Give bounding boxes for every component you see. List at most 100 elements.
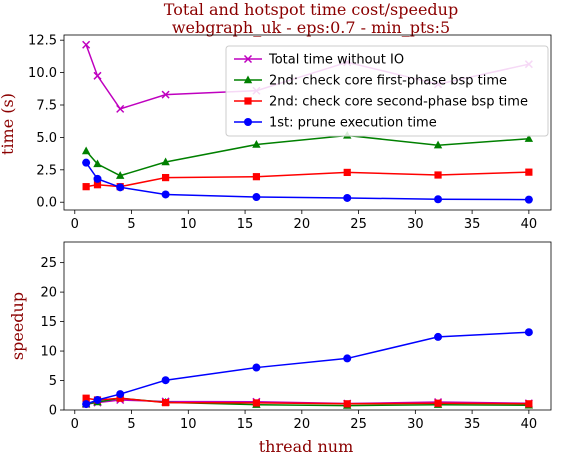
plot-frame <box>63 34 552 211</box>
y-tick-label: 20 <box>40 286 57 301</box>
legend-entry-2nd-check-core-second-phase-bsp-time: 2nd: check core second-phase bsp time <box>234 95 528 110</box>
data-point <box>116 183 125 192</box>
chart-title: Total and hotspot time cost/speedup <box>164 0 458 19</box>
data-point <box>161 190 170 199</box>
data-point <box>81 146 91 155</box>
x-tick-label: 15 <box>237 217 254 232</box>
legend-entry-total-time-without-io: Total time without IO <box>234 53 404 68</box>
data-point <box>116 104 125 113</box>
data-point <box>343 193 352 202</box>
data-point <box>434 399 442 407</box>
y-tick-label: 12.5 <box>28 34 57 49</box>
data-point <box>93 174 102 183</box>
speedup-y-axis-label: speedup <box>8 292 27 360</box>
data-point <box>161 376 170 385</box>
data-point <box>93 159 102 168</box>
data-point <box>524 195 533 204</box>
data-point <box>252 399 261 407</box>
data-point <box>525 400 533 408</box>
data-point <box>162 399 170 407</box>
data-point <box>343 400 351 408</box>
legend-label: 1st: prune execution time <box>269 116 437 131</box>
x-tick-label: 15 <box>237 417 254 432</box>
data-point <box>343 354 352 363</box>
x-tick-label: 35 <box>464 417 481 432</box>
legend-label: 2nd: check core second-phase bsp time <box>269 95 528 110</box>
y-tick-label: 10.0 <box>28 66 57 81</box>
y-tick-label: 0 <box>49 404 57 419</box>
data-point <box>93 71 102 80</box>
legend-entry-1st-prune-execution-time: 1st: prune execution time <box>234 116 437 131</box>
y-tick-label: 7.5 <box>36 99 57 114</box>
x-tick-label: 20 <box>294 417 311 432</box>
x-tick-label: 10 <box>180 217 197 232</box>
legend-label: Total time without IO <box>268 53 404 68</box>
series-2nd-check-core-first-phase-bsp-time <box>81 130 534 179</box>
x-tick-label: 35 <box>464 217 481 232</box>
data-point <box>434 195 443 204</box>
data-point <box>115 171 125 179</box>
series-line <box>85 331 529 405</box>
plot-frame <box>63 241 552 411</box>
x-tick-label: 40 <box>521 417 538 432</box>
x-tick-label: 0 <box>71 217 79 232</box>
y-tick-label: 10 <box>40 345 57 360</box>
series-1st-prune-execution-time <box>82 328 533 409</box>
data-point <box>116 390 125 399</box>
legend: Total time without IO 2nd: check core fir… <box>225 45 549 137</box>
data-point <box>433 140 443 149</box>
series-1st-prune-execution-time <box>82 158 533 204</box>
series-line <box>86 171 529 188</box>
y-tick-label: 5.0 <box>36 131 57 146</box>
x-tick-label: 5 <box>127 417 135 432</box>
data-point <box>343 168 351 177</box>
data-point <box>82 158 91 167</box>
x-tick-label: 10 <box>180 417 197 432</box>
x-tick-label: 25 <box>350 417 367 432</box>
data-point <box>93 181 102 189</box>
data-point <box>524 134 534 142</box>
data-point <box>82 183 90 191</box>
series-line <box>86 399 529 405</box>
data-point <box>252 173 261 181</box>
y-tick-label: 25 <box>40 256 57 271</box>
series-line <box>85 162 529 201</box>
time-y-axis-label: time (s) <box>0 93 17 155</box>
data-point <box>82 40 91 49</box>
legend-marker <box>243 54 253 64</box>
data-point <box>434 332 443 341</box>
data-point <box>82 400 91 409</box>
legend-marker <box>243 75 253 84</box>
x-tick-label: 0 <box>71 417 79 432</box>
data-point <box>252 140 261 148</box>
y-tick-label: 5 <box>49 374 57 389</box>
data-point <box>161 90 170 99</box>
x-axis-label: thread num <box>259 437 354 456</box>
data-point <box>93 395 102 404</box>
legend-label: 2nd: check core first-phase bsp time <box>269 74 507 89</box>
y-tick-label: 0.0 <box>36 196 57 211</box>
x-tick-label: 20 <box>294 217 311 232</box>
x-tick-label: 30 <box>407 217 424 232</box>
x-tick-label: 25 <box>350 217 367 232</box>
series-2nd-check-core-second-phase-bsp-time <box>82 168 533 191</box>
legend-box <box>225 45 549 137</box>
x-tick-label: 30 <box>407 417 424 432</box>
data-point <box>116 394 124 402</box>
data-point <box>162 173 170 182</box>
data-point <box>161 157 170 166</box>
series-line <box>85 134 529 177</box>
chart-subtitle: webgraph_uk - eps:0.7 - min_pts:5 <box>172 18 450 37</box>
data-point <box>434 171 442 179</box>
data-point <box>525 168 533 176</box>
x-tick-label: 5 <box>127 217 135 232</box>
x-tick-label: 40 <box>521 217 538 232</box>
data-point <box>252 363 261 372</box>
data-point <box>82 394 90 402</box>
series-line <box>86 397 529 405</box>
legend-entry-2nd-check-core-first-phase-bsp-time: 2nd: check core first-phase bsp time <box>234 74 507 89</box>
time-panel: time (s) 0 5 10 15 20 25 30 35 40 0.0 2.5 5.0 7.5 10.… <box>0 34 552 232</box>
data-point <box>524 328 533 337</box>
y-tick-label: 2.5 <box>36 163 57 178</box>
